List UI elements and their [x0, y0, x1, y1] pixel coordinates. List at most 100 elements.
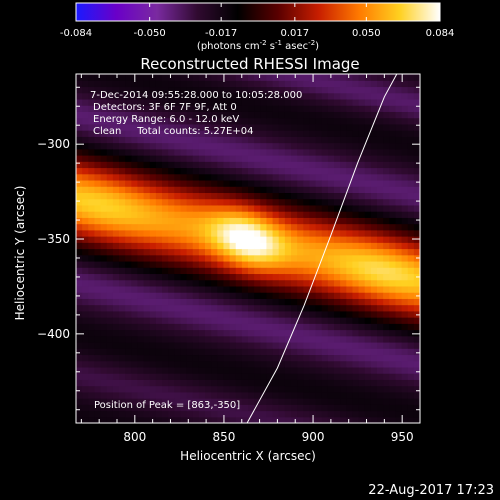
heatmap-cell: [370, 317, 378, 324]
heatmap-cell: [229, 354, 237, 362]
heatmap-cell: [137, 354, 145, 362]
heatmap-cell: [321, 242, 329, 250]
heatmap-cell: [211, 304, 218, 312]
heatmap-cell: [260, 335, 268, 343]
heatmap-cell: [364, 379, 372, 387]
heatmap-cell: [291, 111, 298, 119]
heatmap-cell: [315, 117, 323, 125]
heatmap-cell: [217, 86, 225, 94]
heatmap-cell: [217, 373, 225, 380]
heatmap-cell: [174, 123, 182, 131]
heatmap-cell: [223, 223, 231, 231]
heatmap-cell: [125, 385, 132, 393]
heatmap-cell: [174, 92, 182, 100]
heatmap-cell: [346, 354, 354, 362]
heatmap-cell: [168, 348, 175, 356]
heatmap-cell: [377, 136, 384, 144]
heatmap-cell: [254, 260, 261, 268]
heatmap-cell: [278, 323, 286, 331]
heatmap-cell: [266, 142, 274, 150]
heatmap-cell: [334, 354, 341, 362]
heatmap-cell: [266, 229, 274, 237]
heatmap-cell: [352, 192, 360, 200]
heatmap-cell: [162, 229, 169, 237]
heatmap-cell: [155, 123, 163, 131]
heatmap-cell: [149, 348, 157, 356]
heatmap-cell: [119, 86, 126, 94]
heatmap-cell: [321, 236, 329, 243]
heatmap-cell: [186, 379, 194, 387]
heatmap-cell: [119, 335, 126, 343]
heatmap-cell: [383, 155, 390, 162]
heatmap-cell: [278, 98, 286, 106]
colorbar-units: (photons cm-2 s-1 asec-2): [197, 39, 319, 52]
heatmap-cell: [192, 179, 200, 187]
heatmap-cell: [168, 86, 175, 94]
heatmap-cell: [94, 348, 102, 356]
heatmap-cell: [192, 317, 200, 324]
heatmap-cell: [401, 248, 409, 256]
heatmap-cell: [407, 348, 415, 356]
heatmap-cell: [272, 348, 280, 356]
heatmap-cell: [174, 192, 182, 200]
heatmap-cell: [389, 398, 397, 405]
heatmap-cell: [155, 398, 163, 405]
heatmap-cell: [205, 142, 212, 150]
heatmap-cell: [340, 373, 347, 380]
heatmap-cell: [76, 186, 83, 194]
heatmap-cell: [254, 136, 261, 144]
heatmap-cell: [143, 404, 151, 412]
heatmap-cell: [297, 136, 304, 144]
heatmap-cell: [291, 267, 298, 275]
heatmap-cell: [340, 317, 347, 324]
heatmap-cell: [174, 130, 182, 137]
heatmap-cell: [364, 98, 372, 106]
heatmap-cell: [94, 192, 102, 200]
heatmap-cell: [254, 74, 261, 81]
heatmap-cell: [254, 229, 261, 237]
heatmap-cell: [180, 173, 188, 181]
heatmap-cell: [149, 173, 157, 181]
heatmap-cell: [217, 360, 225, 368]
heatmap-cell: [180, 130, 188, 137]
heatmap-cell: [266, 317, 274, 324]
heatmap-cell: [168, 354, 175, 362]
heatmap-cell: [211, 136, 218, 144]
heatmap-cell: [143, 254, 151, 262]
heatmap-cell: [377, 329, 384, 337]
heatmap-cell: [168, 416, 175, 423]
heatmap-cell: [76, 329, 83, 337]
heatmap-cell: [223, 341, 231, 349]
heatmap-cell: [266, 310, 274, 318]
heatmap-cell: [180, 416, 188, 423]
heatmap-cell: [413, 379, 420, 387]
heatmap-cell: [149, 236, 157, 243]
heatmap-cell: [131, 260, 139, 268]
heatmap-cell: [82, 260, 89, 268]
heatmap-cell: [106, 111, 114, 119]
heatmap-cell: [358, 80, 366, 88]
heatmap-cell: [229, 142, 237, 150]
heatmap-cell: [168, 105, 175, 112]
heatmap-cell: [346, 167, 354, 175]
heatmap-cell: [346, 341, 354, 349]
heatmap-cell: [217, 310, 225, 318]
heatmap-cell: [266, 130, 274, 137]
heatmap-cell: [284, 98, 292, 106]
heatmap-cell: [297, 179, 304, 187]
heatmap-cell: [235, 211, 243, 218]
heatmap-cell: [254, 410, 261, 418]
heatmap-cell: [119, 379, 126, 387]
heatmap-cell: [297, 242, 304, 250]
heatmap-cell: [198, 248, 206, 256]
heatmap-cell: [82, 416, 89, 423]
heatmap-cell: [303, 385, 311, 393]
heatmap-cell: [162, 148, 169, 156]
heatmap-cell: [321, 404, 329, 412]
heatmap-cell: [352, 148, 360, 156]
heatmap-cell: [106, 130, 114, 137]
heatmap-cell: [180, 211, 188, 218]
heatmap-cell: [125, 161, 132, 169]
heatmap-cell: [413, 136, 420, 144]
heatmap-cell: [112, 148, 120, 156]
